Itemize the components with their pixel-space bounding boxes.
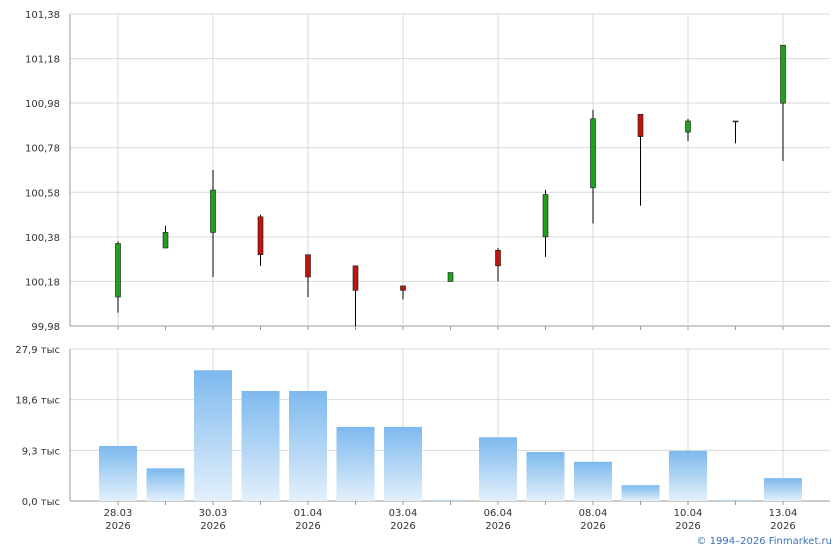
year-label: 2026 <box>770 521 795 532</box>
candle-body <box>542 194 549 238</box>
candlestick-series <box>115 44 786 326</box>
price-tick-label: 99,98 <box>31 322 60 333</box>
candle-body <box>115 243 121 298</box>
candle <box>400 285 406 300</box>
date-label: 03.04 <box>389 508 418 519</box>
candle <box>637 113 644 206</box>
year-label: 2026 <box>580 521 605 532</box>
year-label: 2026 <box>105 521 130 532</box>
candle-body <box>590 118 596 189</box>
date-label: 28.03 <box>104 508 133 519</box>
price-tick-label: 101,38 <box>25 10 60 21</box>
volume-bar <box>336 426 375 501</box>
candle-body <box>352 265 359 291</box>
candle <box>305 254 311 298</box>
candle-body <box>447 272 454 282</box>
volume-tick-label: 9,3 тыс <box>22 446 60 457</box>
candle <box>732 120 739 144</box>
volume-bar <box>241 390 280 501</box>
copyright-text: © 1994–2026 Finmarket.ru <box>696 536 832 547</box>
candle-body <box>210 189 216 233</box>
volume-bar <box>384 426 422 501</box>
volume-bar <box>431 499 470 501</box>
candle-body <box>400 285 406 291</box>
candle-body <box>162 232 169 249</box>
candle-body <box>732 120 739 123</box>
candle <box>162 225 169 249</box>
price-tick-label: 100,18 <box>25 277 60 288</box>
volume-bar <box>99 445 137 501</box>
candle-body <box>495 249 501 267</box>
candle <box>780 44 786 162</box>
year-label: 2026 <box>390 521 415 532</box>
year-label: 2026 <box>675 521 700 532</box>
volume-y-axis: 0,0 тыс 9,3 тыс 18,6 тыс 27,9 тыс <box>15 345 60 508</box>
candle-body <box>637 113 644 137</box>
volume-bar <box>764 478 802 501</box>
volume-bar <box>669 450 707 501</box>
candle <box>352 265 359 326</box>
volume-bar <box>479 437 517 501</box>
volume-bar <box>574 461 612 501</box>
candle <box>210 170 216 277</box>
volume-bar <box>194 370 232 501</box>
candle-body <box>257 216 264 255</box>
candle-body <box>780 44 786 104</box>
candle <box>257 214 264 266</box>
candle <box>542 190 549 257</box>
volume-tick-label: 18,6 тыс <box>15 396 60 407</box>
year-label: 2026 <box>295 521 320 532</box>
date-label: 10.04 <box>674 508 703 519</box>
volume-bar <box>526 451 565 501</box>
year-label: 2026 <box>485 521 510 532</box>
candle-body <box>305 254 311 278</box>
volume-bar <box>716 499 755 501</box>
date-label: 06.04 <box>484 508 513 519</box>
volume-bar <box>289 390 327 501</box>
candle <box>685 118 691 142</box>
candle <box>590 109 596 224</box>
volume-bar <box>146 468 185 501</box>
volume-tick-label: 27,9 тыс <box>15 345 60 356</box>
year-label: 2026 <box>200 521 225 532</box>
price-tick-label: 100,98 <box>25 99 60 110</box>
date-label: 13.04 <box>769 508 798 519</box>
date-x-axis: 28.03 2026 30.03 2026 01.04 2026 03.04 2026 06.0… <box>104 508 798 532</box>
price-tick-label: 100,38 <box>25 233 60 244</box>
date-label: 08.04 <box>579 508 608 519</box>
candle <box>447 272 454 282</box>
date-label: 30.03 <box>199 508 228 519</box>
price-y-axis: 99,98 100,18 100,38 100,58 100,78 100,98 101,1… <box>25 10 60 333</box>
price-grid <box>69 13 830 330</box>
volume-bar <box>621 485 660 501</box>
volume-tick-label: 0,0 тыс <box>22 497 60 508</box>
candle <box>115 241 121 313</box>
date-label: 01.04 <box>294 508 323 519</box>
candle <box>495 248 501 282</box>
candle-body <box>685 120 691 133</box>
price-tick-label: 100,58 <box>25 188 60 199</box>
price-tick-label: 101,18 <box>25 55 60 66</box>
price-tick-label: 100,78 <box>25 144 60 155</box>
volume-series <box>99 370 802 501</box>
